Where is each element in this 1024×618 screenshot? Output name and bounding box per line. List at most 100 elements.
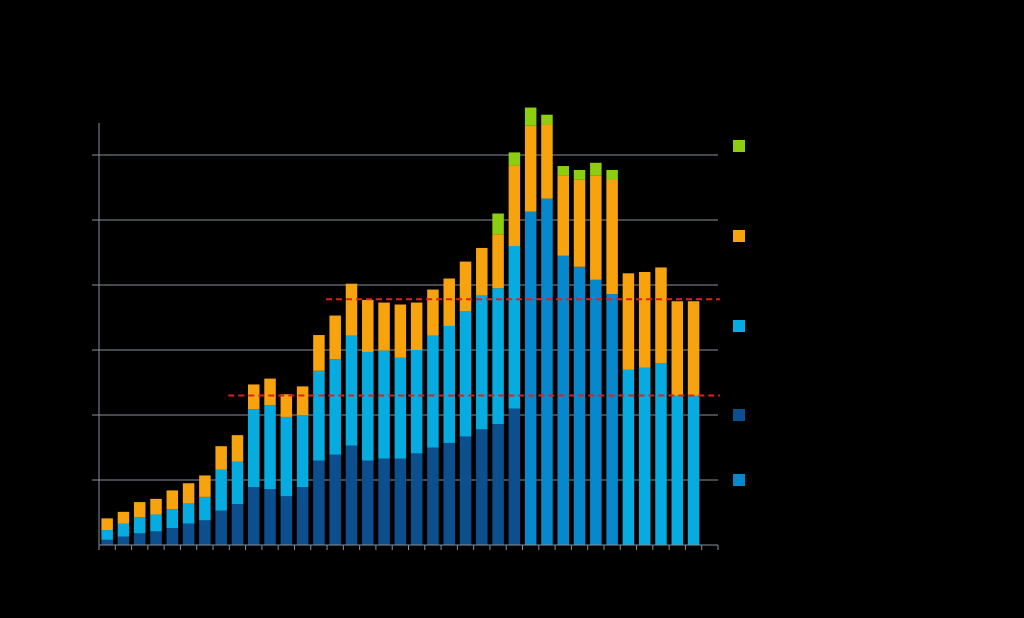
bar-dark_blue-1	[101, 539, 113, 545]
bar-dark_blue-21	[427, 447, 439, 545]
bar-orange-1	[101, 518, 113, 531]
bar-orange-24	[476, 247, 488, 296]
bar-green-32	[606, 169, 618, 180]
bar-green-27	[524, 107, 537, 126]
bar-cyan-15	[329, 359, 341, 455]
bar-dark_blue-12	[280, 496, 293, 545]
bar-mid_blue-31	[590, 279, 602, 545]
bar-cyan-36	[671, 395, 684, 545]
bar-orange-23	[459, 261, 472, 311]
bar-orange-14	[313, 335, 325, 371]
bar-orange-9	[231, 435, 244, 462]
bar-cyan-14	[313, 370, 325, 461]
bar-mid_blue-32	[606, 294, 618, 545]
bar-dark_blue-24	[476, 429, 488, 545]
bar-green-28	[541, 114, 553, 125]
bar-orange-25	[492, 234, 504, 289]
bar-cyan-5	[166, 509, 179, 529]
bar-orange-18	[378, 302, 390, 351]
bar-cyan-26	[508, 246, 521, 409]
bar-dark_blue-4	[150, 531, 162, 545]
bar-green-31	[590, 162, 602, 176]
bar-dark_blue-3	[133, 533, 146, 545]
bar-dark_blue-18	[378, 458, 390, 545]
bar-mid_blue-30	[573, 266, 586, 545]
bar-cyan-23	[459, 311, 472, 437]
bar-orange-21	[427, 289, 439, 336]
bar-orange-35	[655, 267, 667, 363]
bar-cyan-7	[199, 496, 211, 521]
bar-cyan-3	[133, 517, 146, 534]
bar-mid_blue-29	[557, 255, 569, 545]
bar-dark_blue-22	[443, 442, 455, 545]
bar-dark_blue-25	[492, 424, 504, 545]
legend-swatch-green	[733, 140, 745, 152]
bar-green-29	[557, 166, 569, 176]
bar-orange-37	[687, 301, 700, 396]
bar-dark_blue-9	[231, 504, 244, 545]
bar-cyan-13	[296, 415, 309, 488]
bar-cyan-16	[345, 335, 358, 446]
bar-orange-31	[590, 175, 602, 280]
bar-cyan-9	[231, 461, 244, 505]
legend-swatch-dark-blue	[733, 409, 745, 421]
bar-green-26	[508, 152, 521, 166]
bar-orange-5	[166, 490, 179, 510]
bar-orange-16	[345, 283, 358, 336]
bar-mid_blue-27	[524, 211, 537, 546]
bar-orange-7	[199, 475, 211, 497]
bar-cyan-25	[492, 288, 504, 425]
bar-orange-2	[117, 511, 130, 524]
bar-orange-8	[215, 446, 227, 470]
bar-orange-19	[394, 304, 407, 358]
bar-cyan-17	[362, 351, 374, 461]
bar-dark_blue-19	[394, 458, 407, 545]
bar-series	[101, 107, 700, 546]
bar-cyan-21	[427, 335, 439, 448]
legend-item-orange	[733, 230, 755, 242]
bar-orange-32	[606, 179, 618, 295]
bar-cyan-6	[182, 503, 195, 524]
bar-dark_blue-8	[215, 510, 227, 545]
bar-dark_blue-10	[248, 487, 260, 545]
legend-swatch-orange	[733, 230, 745, 242]
bar-dark_blue-15	[329, 454, 341, 545]
bar-orange-22	[443, 278, 455, 326]
bar-cyan-8	[215, 469, 227, 511]
legend	[733, 0, 1013, 618]
bar-dark_blue-26	[508, 408, 521, 545]
bar-cyan-35	[655, 363, 667, 545]
bar-orange-29	[557, 175, 569, 256]
legend-swatch-mid-blue	[733, 474, 745, 486]
bar-orange-6	[182, 483, 195, 504]
bar-orange-11	[264, 378, 276, 406]
bar-orange-30	[573, 179, 586, 267]
bar-orange-3	[133, 502, 146, 518]
bar-cyan-34	[638, 367, 651, 545]
bar-dark_blue-13	[296, 487, 309, 545]
bar-orange-28	[541, 124, 553, 199]
bar-green-30	[573, 169, 586, 180]
bar-cyan-33	[622, 369, 635, 545]
bar-orange-27	[524, 125, 537, 212]
bar-dark_blue-7	[199, 520, 211, 545]
bar-cyan-2	[117, 523, 130, 537]
bar-dark_blue-17	[362, 460, 374, 545]
bar-dark_blue-5	[166, 528, 179, 545]
bar-cyan-11	[264, 405, 276, 490]
bar-orange-26	[508, 165, 521, 246]
axes	[98, 123, 719, 550]
bar-cyan-1	[101, 530, 113, 540]
bar-orange-20	[410, 302, 423, 350]
bar-orange-4	[150, 498, 162, 515]
bar-orange-13	[296, 386, 309, 415]
legend-item-dark-blue	[733, 409, 755, 421]
bar-cyan-24	[476, 295, 488, 430]
bar-cyan-20	[410, 350, 423, 454]
legend-swatch-cyan	[733, 320, 745, 332]
bar-mid_blue-28	[541, 198, 553, 546]
bar-orange-36	[671, 301, 684, 396]
bar-orange-34	[638, 272, 651, 368]
legend-item-green	[733, 140, 755, 152]
